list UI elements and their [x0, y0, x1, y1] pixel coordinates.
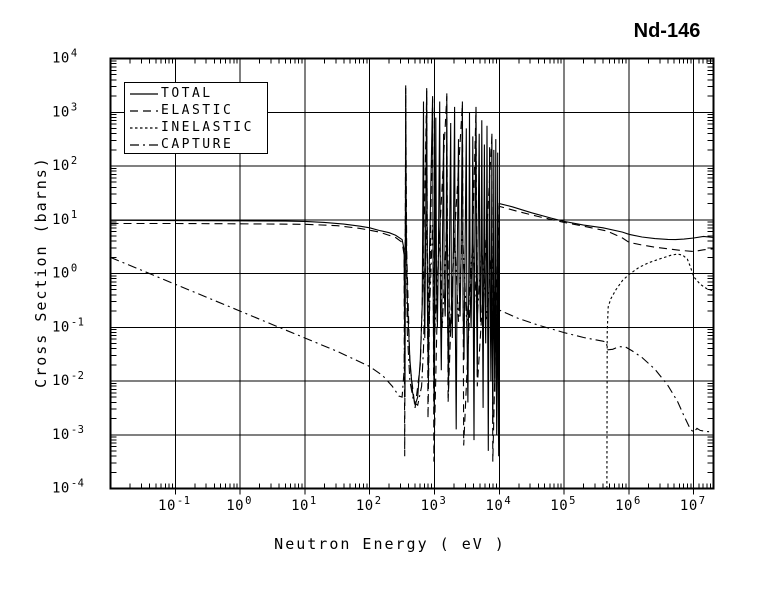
- x-tick-label: 105: [550, 495, 576, 514]
- legend-label: TOTAL: [161, 86, 213, 101]
- series-group: [110, 85, 714, 489]
- series-inelastic-curve: [606, 253, 714, 489]
- legend-line-sample-dotted: [130, 126, 158, 129]
- x-tick-label: 106: [615, 495, 641, 514]
- legend: TOTAL ELASTIC INELASTIC CAPTURE: [124, 82, 268, 154]
- y-tick-label: 104: [52, 48, 78, 67]
- x-tick-label: 107: [680, 495, 706, 514]
- legend-line-sample-solid: [130, 92, 158, 95]
- y-tick-label: 103: [52, 101, 78, 120]
- legend-line-sample-dash-dot: [130, 143, 158, 146]
- y-tick-label: 101: [52, 209, 78, 228]
- y-tick-label: 10-3: [52, 424, 85, 443]
- legend-label: INELASTIC: [161, 120, 254, 135]
- y-tick-label: 10-2: [52, 370, 85, 389]
- x-tick-label: 104: [485, 495, 511, 514]
- legend-line-sample-long-dash: [130, 109, 158, 112]
- legend-label: CAPTURE: [161, 137, 234, 152]
- tick-labels: 10-1 100 101 102 103 104 105 106 107 104 103 102 101…: [52, 48, 706, 515]
- x-tick-label: 103: [421, 495, 447, 514]
- legend-item-elastic: ELASTIC: [125, 102, 267, 119]
- x-tick-label: 100: [226, 495, 252, 514]
- x-tick-label: 10-1: [158, 495, 191, 514]
- y-tick-label: 10-4: [52, 478, 85, 497]
- series-capture-curve: [110, 192, 714, 433]
- plot-title: Nd-146: [633, 20, 701, 42]
- legend-item-inelastic: INELASTIC: [125, 119, 267, 136]
- x-tick-label: 101: [291, 495, 317, 514]
- legend-item-total: TOTAL: [125, 85, 267, 102]
- series-total-curve: [110, 85, 714, 457]
- x-tick-label: 102: [356, 495, 382, 514]
- x-axis-title: Neutron Energy ( eV ): [274, 535, 506, 553]
- y-axis-title: Cross Section (barns): [32, 156, 50, 388]
- y-tick-label: 100: [52, 263, 78, 282]
- series-elastic-curve: [110, 88, 714, 462]
- legend-label: ELASTIC: [161, 103, 234, 118]
- y-tick-label: 10-1: [52, 316, 85, 335]
- plot-frame: [109, 57, 715, 490]
- legend-item-capture: CAPTURE: [125, 136, 267, 153]
- y-tick-label: 102: [52, 155, 78, 174]
